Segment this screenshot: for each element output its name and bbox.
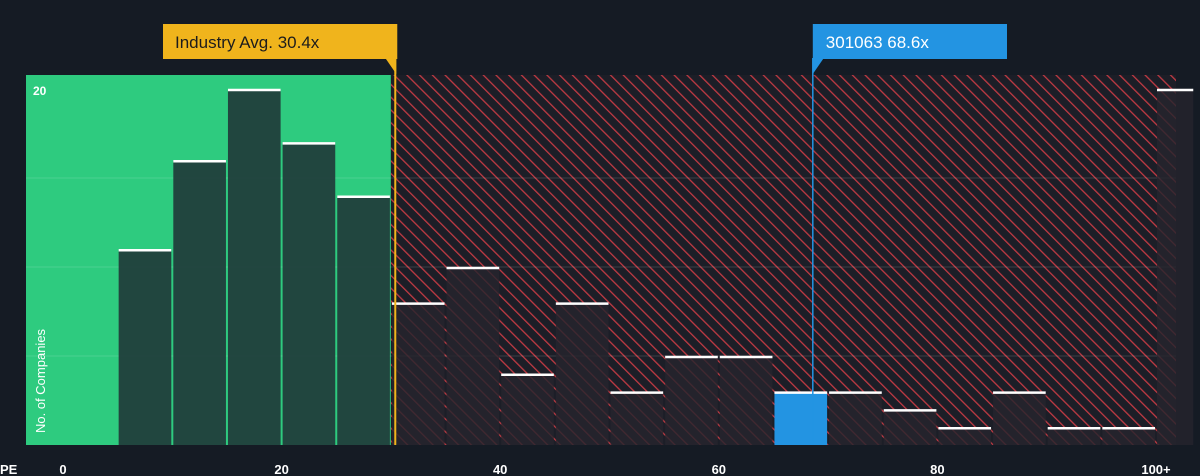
- x-axis-label: PE: [0, 462, 18, 476]
- industry-avg-label: Industry Avg. 30.4x: [175, 33, 320, 52]
- histogram-bar: [118, 249, 172, 445]
- x-tick-label: 40: [493, 462, 507, 476]
- histogram-bar: [610, 391, 664, 445]
- histogram-bar: [282, 142, 336, 445]
- histogram-bar: [1157, 89, 1194, 445]
- industry-avg-callout: [163, 24, 398, 59]
- histogram-bar: [938, 427, 992, 445]
- histogram-bar: [1047, 427, 1101, 445]
- company-label: 301063 68.6x: [826, 33, 930, 52]
- x-tick-label: 60: [712, 462, 726, 476]
- x-axis: PE 0 20 40 60 80 100+: [0, 462, 1171, 476]
- histogram-bar: [446, 267, 500, 445]
- markers: Industry Avg. 30.4x 301063 68.6x: [163, 24, 1007, 445]
- company-pointer: [812, 58, 824, 74]
- histogram-bar: [993, 391, 1046, 445]
- x-tick-label: 100+: [1141, 462, 1171, 476]
- y-tick-label: 20: [33, 84, 47, 98]
- histogram-bar: [665, 356, 718, 445]
- histogram-bars: [118, 88, 1194, 445]
- x-tick-label: 20: [274, 462, 288, 476]
- histogram-bar: [719, 356, 773, 445]
- histogram-bar: [337, 195, 390, 445]
- y-axis-label: No. of Companies: [33, 328, 48, 433]
- histogram-bar: [555, 302, 609, 445]
- industry-avg-pointer: [385, 58, 397, 74]
- histogram-bar: [391, 302, 445, 445]
- company-callout: [812, 24, 1007, 59]
- x-tick-label: 0: [59, 462, 66, 476]
- histogram-bar: [774, 391, 828, 445]
- histogram-bar: [501, 373, 554, 445]
- histogram-bar: [1102, 427, 1155, 445]
- x-tick-label: 80: [930, 462, 944, 476]
- histogram-bar: [173, 160, 226, 445]
- histogram-bar: [829, 391, 882, 445]
- histogram-bar: [227, 89, 281, 445]
- histogram-bar: [883, 409, 937, 445]
